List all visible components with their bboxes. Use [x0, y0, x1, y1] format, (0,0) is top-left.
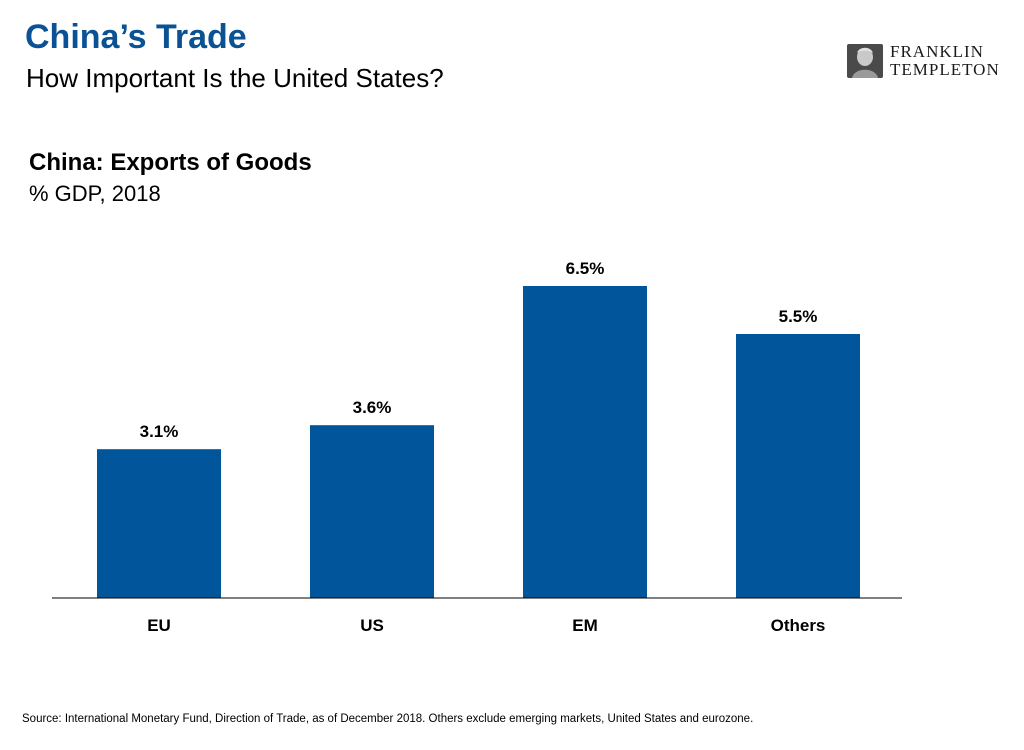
x-tick-label-em: EM [572, 616, 598, 635]
franklin-portrait-icon [847, 44, 883, 78]
source-note: Source: International Monetary Fund, Dir… [22, 713, 754, 725]
logo-line-1: FRANKLIN [890, 42, 984, 61]
bar-eu [97, 449, 221, 598]
data-label-em: 6.5% [566, 259, 605, 278]
franklin-templeton-logo: FRANKLIN TEMPLETON [846, 43, 1010, 81]
x-tick-label-eu: EU [147, 616, 171, 635]
bar-others [736, 334, 860, 598]
data-label-others: 5.5% [779, 307, 818, 326]
logo-line-2: TEMPLETON [890, 60, 1000, 79]
x-tick-label-us: US [360, 616, 384, 635]
x-tick-label-others: Others [771, 616, 826, 635]
data-label-eu: 3.1% [140, 422, 179, 441]
chart-subtitle: % GDP, 2018 [29, 181, 161, 206]
bar-em [523, 286, 647, 598]
data-label-us: 3.6% [353, 398, 392, 417]
page-subtitle: How Important Is the United States? [26, 63, 444, 93]
chart-title: China: Exports of Goods [29, 149, 312, 176]
page-title: China’s Trade [25, 18, 247, 56]
bar-us [310, 425, 434, 598]
